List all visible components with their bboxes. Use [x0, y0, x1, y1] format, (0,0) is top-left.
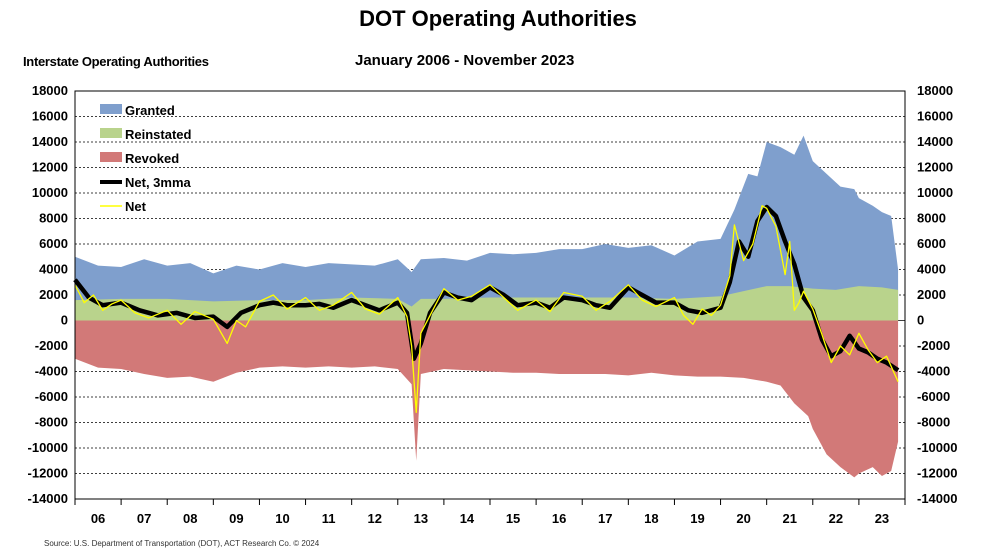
legend-label: Revoked — [125, 151, 179, 166]
y-tick-right: -6000 — [917, 389, 950, 404]
y-tick-left: 8000 — [39, 211, 68, 226]
y-tick-left: 0 — [61, 313, 68, 328]
x-tick-label: 09 — [229, 511, 243, 526]
x-tick-label: 13 — [414, 511, 428, 526]
x-tick-label: 17 — [598, 511, 612, 526]
y-tick-right: 10000 — [917, 185, 953, 200]
y-tick-left: -10000 — [28, 440, 68, 455]
source-note: Source: U.S. Department of Transportatio… — [44, 539, 320, 548]
area-series — [75, 135, 899, 478]
y-tick-left: 18000 — [32, 83, 68, 98]
y-tick-right: -12000 — [917, 466, 957, 481]
left-axis-label: Interstate Operating Authorities — [23, 54, 209, 69]
y-tick-left: 14000 — [32, 134, 68, 149]
x-tick-label: 18 — [644, 511, 658, 526]
chart-title: DOT Operating Authorities — [359, 6, 637, 31]
legend-swatch — [100, 152, 122, 162]
area-granted — [75, 135, 899, 321]
y-tick-left: 6000 — [39, 236, 68, 251]
y-tick-right: -4000 — [917, 364, 950, 379]
area-revoked — [75, 320, 899, 478]
y-tick-right: 14000 — [917, 134, 953, 149]
x-tick-label: 10 — [275, 511, 289, 526]
y-tick-left: -2000 — [35, 338, 68, 353]
y-tick-left: 2000 — [39, 287, 68, 302]
x-tick-label: 06 — [91, 511, 105, 526]
line-net — [74, 205, 899, 413]
axes: 1800016000140001200010000800060004000200… — [28, 83, 958, 526]
y-tick-right: 18000 — [917, 83, 953, 98]
y-tick-left: -14000 — [28, 491, 68, 506]
y-tick-right: 6000 — [917, 236, 946, 251]
y-tick-right: 2000 — [917, 287, 946, 302]
legend-label: Net — [125, 199, 147, 214]
x-tick-label: 21 — [782, 511, 796, 526]
x-tick-label: 19 — [690, 511, 704, 526]
x-tick-label: 15 — [506, 511, 520, 526]
x-tick-label: 07 — [137, 511, 151, 526]
y-tick-left: 4000 — [39, 262, 68, 277]
line-series — [73, 204, 900, 413]
y-tick-left: -4000 — [35, 364, 68, 379]
y-tick-right: -10000 — [917, 440, 957, 455]
y-tick-right: 0 — [917, 313, 924, 328]
legend-label: Granted — [125, 103, 175, 118]
y-tick-left: -6000 — [35, 389, 68, 404]
x-tick-label: 12 — [367, 511, 381, 526]
y-tick-right: 16000 — [917, 109, 953, 124]
x-tick-label: 16 — [552, 511, 566, 526]
legend-label: Reinstated — [125, 127, 192, 142]
x-tick-label: 14 — [460, 511, 475, 526]
y-tick-left: -8000 — [35, 415, 68, 430]
y-tick-left: -12000 — [28, 466, 68, 481]
y-tick-right: -2000 — [917, 338, 950, 353]
line-net-3mma — [73, 204, 900, 373]
legend-swatch — [100, 104, 122, 114]
chart-subtitle: January 2006 - November 2023 — [355, 52, 575, 69]
y-tick-left: 16000 — [32, 109, 68, 124]
y-tick-right: -8000 — [917, 415, 950, 430]
legend: Granted Reinstated Revoked Net, 3mma Net — [100, 103, 192, 214]
x-tick-label: 11 — [322, 511, 336, 526]
x-tick-label: 23 — [875, 511, 889, 526]
y-tick-right: 8000 — [917, 211, 946, 226]
y-tick-left: 12000 — [32, 160, 68, 175]
y-tick-right: 12000 — [917, 160, 953, 175]
x-tick-label: 20 — [736, 511, 750, 526]
y-tick-right: -14000 — [917, 491, 957, 506]
legend-swatch — [100, 128, 122, 138]
x-tick-label: 22 — [829, 511, 843, 526]
y-tick-left: 10000 — [32, 185, 68, 200]
legend-label: Net, 3mma — [125, 175, 192, 190]
x-tick-label: 08 — [183, 511, 197, 526]
y-tick-right: 4000 — [917, 262, 946, 277]
